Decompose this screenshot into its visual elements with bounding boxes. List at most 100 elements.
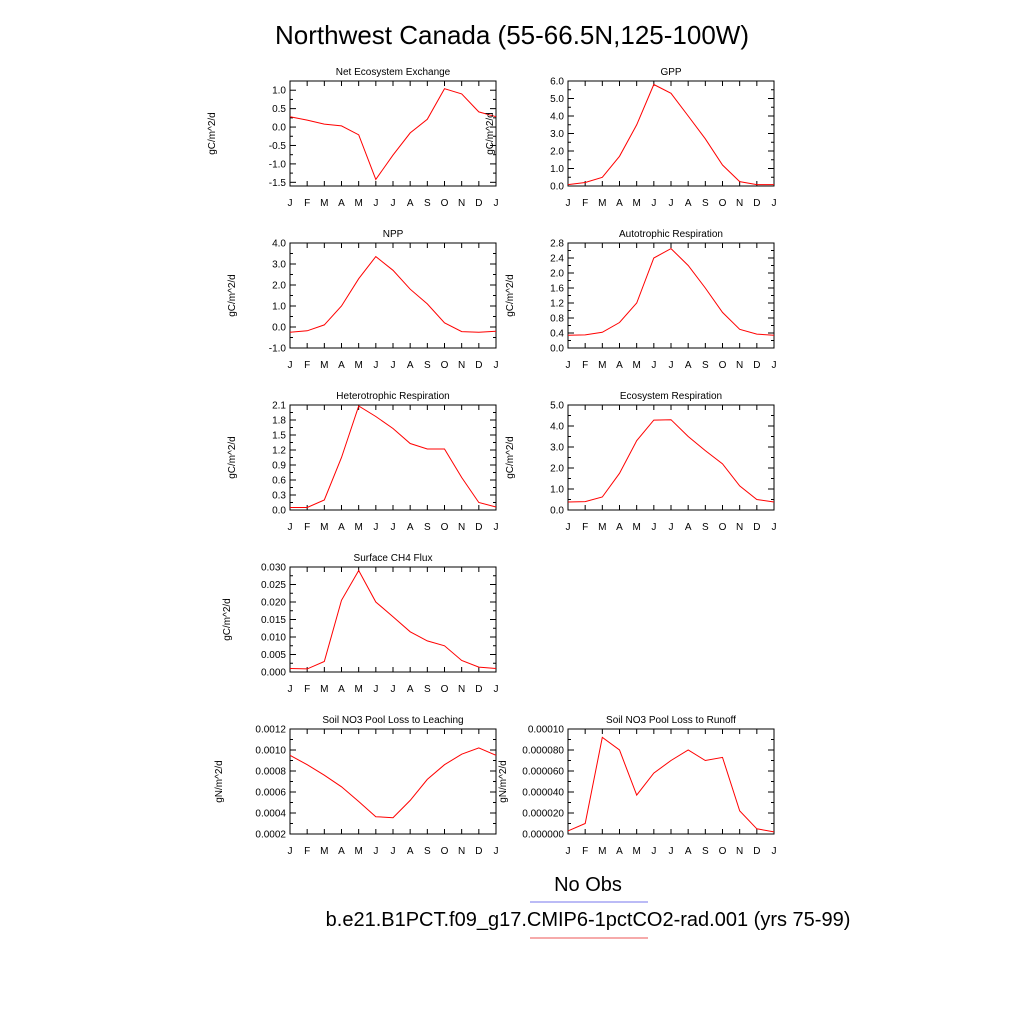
plot-frame <box>289 566 497 673</box>
y-tick-label: 0.000060 <box>522 767 564 778</box>
series-line <box>289 747 497 819</box>
x-tick-label: S <box>702 846 709 857</box>
x-tick-label: J <box>494 684 499 695</box>
y-tick-label: 0.000020 <box>522 809 564 820</box>
y-tick-label: 0.0004 <box>255 809 286 820</box>
y-tick-label: 1.2 <box>550 299 564 310</box>
x-tick-label: N <box>736 846 743 857</box>
x-tick-label: N <box>458 522 465 533</box>
y-tick-label: -1.0 <box>269 159 287 170</box>
y-tick-label: 0.6 <box>272 476 286 487</box>
x-tick-label: M <box>632 360 640 371</box>
x-tick-label: J <box>669 522 674 533</box>
legend: No Obs b.e21.B1PCT.f09_g17.CMIP6-1pctCO2… <box>326 874 850 939</box>
x-tick-label: N <box>458 684 465 695</box>
legend-label-no-obs: No Obs <box>554 874 622 896</box>
x-tick-label: M <box>598 522 606 533</box>
y-tick-label: 3.0 <box>550 129 564 140</box>
panel-title: Heterotrophic Respiration <box>336 391 449 402</box>
x-tick-label: A <box>407 522 414 533</box>
y-tick-label: 2.0 <box>550 269 564 280</box>
y-tick-label: 2.0 <box>550 464 564 475</box>
x-tick-label: A <box>616 360 623 371</box>
x-tick-label: J <box>494 360 499 371</box>
x-tick-label: J <box>566 360 571 371</box>
x-tick-label: J <box>566 846 571 857</box>
y-tick-label: 0.5 <box>272 104 286 115</box>
panel-title: Net Ecosystem Exchange <box>336 67 451 78</box>
y-tick-label: 1.2 <box>272 446 286 457</box>
x-tick-label: A <box>407 846 414 857</box>
panel-title: GPP <box>660 67 681 78</box>
x-tick-label: M <box>354 360 362 371</box>
x-tick-label: D <box>475 198 482 209</box>
x-tick-label: A <box>685 522 692 533</box>
y-tick-label: 0.0012 <box>255 725 286 736</box>
y-tick-label: 0.9 <box>272 461 286 472</box>
x-tick-label: J <box>391 198 396 209</box>
x-tick-label: J <box>566 198 571 209</box>
y-tick-label: 0.00010 <box>528 725 565 736</box>
x-tick-label: J <box>651 360 656 371</box>
series-line <box>567 247 775 336</box>
x-tick-label: M <box>632 522 640 533</box>
plot-frame <box>289 404 497 511</box>
x-tick-label: O <box>719 360 727 371</box>
y-tick-label: 3.0 <box>272 260 286 271</box>
y-tick-label: 6.0 <box>550 77 564 88</box>
x-tick-label: M <box>632 846 640 857</box>
y-tick-label: 0.020 <box>261 598 286 609</box>
x-tick-label: O <box>441 684 449 695</box>
panel-title: Autotrophic Respiration <box>619 229 723 240</box>
x-tick-label: A <box>616 846 623 857</box>
x-tick-label: F <box>582 522 588 533</box>
x-tick-label: J <box>494 522 499 533</box>
x-tick-label: J <box>288 198 293 209</box>
y-tick-label: 0.0002 <box>255 830 286 841</box>
y-tick-label: 1.5 <box>272 431 286 442</box>
y-tick-label: 0.3 <box>272 491 286 502</box>
x-tick-label: M <box>320 360 328 371</box>
x-tick-label: J <box>391 846 396 857</box>
x-tick-label: S <box>424 846 431 857</box>
x-tick-label: J <box>669 198 674 209</box>
x-tick-label: J <box>772 360 777 371</box>
y-tick-label: 0.0008 <box>255 767 286 778</box>
figure-title: Northwest Canada (55-66.5N,125-100W) <box>275 20 749 50</box>
plot-frame <box>289 728 497 835</box>
x-tick-label: S <box>702 522 709 533</box>
x-tick-label: M <box>354 846 362 857</box>
x-tick-label: J <box>373 684 378 695</box>
x-tick-label: O <box>441 846 449 857</box>
y-tick-label: 2.4 <box>550 254 564 265</box>
y-axis-label: gC/m^2/d <box>227 436 238 479</box>
x-tick-label: D <box>475 846 482 857</box>
x-tick-label: A <box>407 360 414 371</box>
x-tick-label: J <box>772 522 777 533</box>
y-tick-label: 0.0006 <box>255 788 286 799</box>
y-tick-label: 0.000 <box>261 668 286 679</box>
x-tick-label: J <box>288 522 293 533</box>
series-line <box>567 419 775 503</box>
y-tick-label: 1.0 <box>550 485 564 496</box>
y-tick-label: 0.0 <box>272 323 286 334</box>
x-tick-label: M <box>320 198 328 209</box>
y-tick-label: 4.0 <box>272 239 286 250</box>
y-tick-label: -1.0 <box>269 344 287 355</box>
x-tick-label: A <box>685 198 692 209</box>
x-tick-label: O <box>441 522 449 533</box>
y-tick-label: 0.0 <box>272 506 286 517</box>
x-tick-label: M <box>320 522 328 533</box>
y-tick-label: -0.5 <box>269 141 287 152</box>
y-axis-label: gC/m^2/d <box>222 598 233 641</box>
x-tick-label: F <box>582 360 588 371</box>
plot-frame <box>289 242 497 349</box>
y-tick-label: 0.0 <box>550 506 564 517</box>
